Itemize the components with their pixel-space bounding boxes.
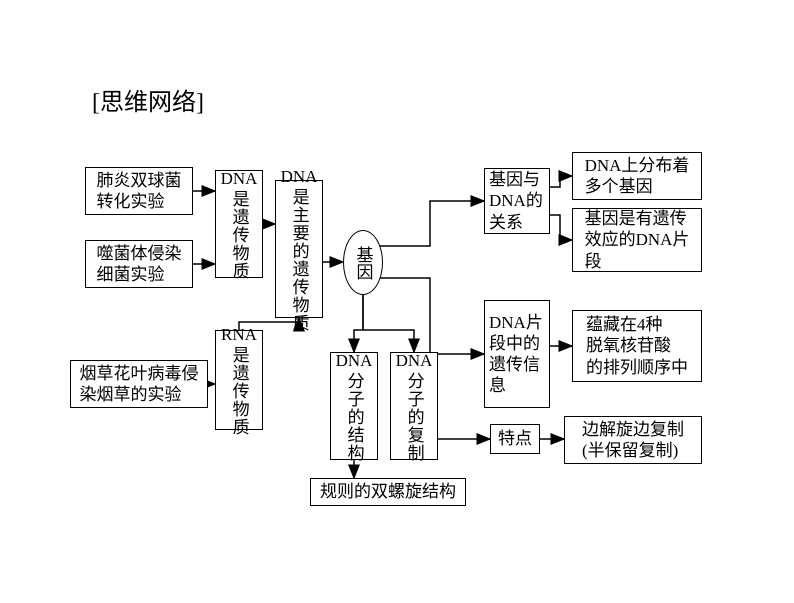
node-n12: DNA上分布着多个基因 bbox=[572, 152, 702, 200]
node-n17: 边解旋边复制(半保留复制) bbox=[564, 416, 702, 464]
edge-n7-n11 bbox=[380, 201, 484, 246]
node-n3: 烟草花叶病毒侵染烟草的实验 bbox=[70, 360, 208, 408]
node-n10: 规则的双螺旋结构 bbox=[310, 478, 466, 506]
edge-n11-n12 bbox=[550, 176, 572, 187]
edge-n11-n13 bbox=[550, 215, 572, 240]
node-n9: DNA分子的复制 bbox=[390, 352, 438, 460]
edge-n7-n9 bbox=[363, 295, 414, 352]
node-n6: DNA是主要的遗传物质 bbox=[275, 180, 323, 318]
node-n4: DNA是遗传物质 bbox=[215, 170, 263, 278]
node-n2: 噬菌体侵染细菌实验 bbox=[85, 240, 193, 288]
node-n13: 基因是有遗传效应的DNA片段 bbox=[572, 208, 702, 272]
node-n7: 基因 bbox=[343, 230, 383, 295]
node-n15: 蕴藏在4种脱氧核苷酸的排列顺序中 bbox=[572, 310, 702, 382]
node-n1: 肺炎双球菌转化实验 bbox=[85, 167, 193, 215]
edge-n7-n8 bbox=[354, 295, 363, 352]
edge-n7-n14 bbox=[380, 278, 484, 354]
node-n5: RNA是遗传物质 bbox=[215, 330, 263, 430]
node-n11: 基因与DNA的关系 bbox=[484, 168, 550, 234]
node-n16: 特点 bbox=[490, 424, 540, 454]
node-n14: DNA片段中的遗传信息 bbox=[484, 300, 550, 408]
node-n8: DNA分子的结构 bbox=[330, 352, 378, 460]
diagram-title: [思维网络] bbox=[92, 82, 204, 117]
